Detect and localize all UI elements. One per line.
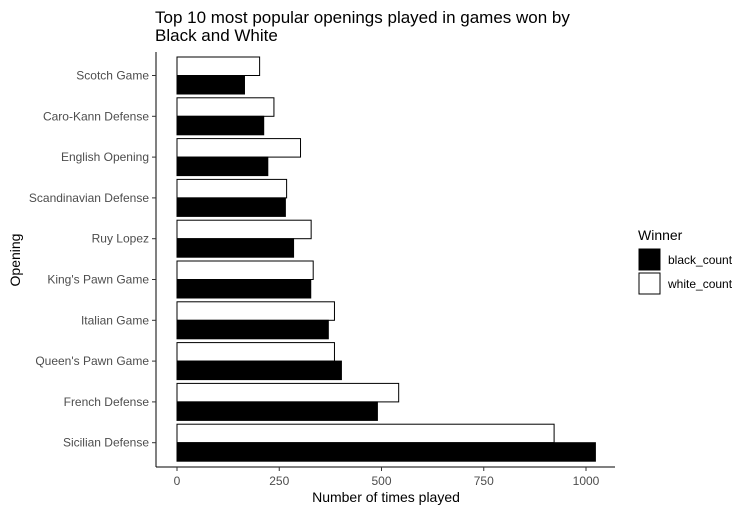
y-tick-label: Scotch Game: [76, 69, 149, 83]
bar-white-count: [176, 97, 275, 117]
bar-white-count: [176, 342, 335, 362]
legend-key-black-count: [638, 248, 661, 271]
bar-white-count: [176, 301, 335, 321]
bar-black-count: [176, 279, 312, 299]
bar-black-count: [176, 401, 378, 421]
x-tick-label: 1000: [573, 474, 600, 488]
y-tick-label: King's Pawn Game: [47, 273, 149, 287]
bar-black-count: [176, 442, 596, 462]
y-tick-label: French Defense: [64, 395, 150, 409]
bar-black-count: [176, 75, 245, 95]
bar-black-count: [176, 238, 295, 258]
y-tick-label: Ruy Lopez: [92, 232, 149, 246]
plot-area: [176, 56, 596, 462]
y-tick-label: English Opening: [61, 150, 149, 164]
x-tick-label: 0: [174, 474, 181, 488]
bar-black-count: [176, 115, 265, 136]
x-axis-title: Number of times played: [312, 489, 460, 505]
y-tick-label: Caro-Kann Defense: [43, 109, 149, 123]
y-tick-label: Sicilian Defense: [63, 436, 149, 450]
bar-white-count: [176, 382, 400, 403]
bar-white-count: [176, 260, 314, 280]
x-tick-label: 250: [269, 474, 289, 488]
legend-label-black-count: black_count: [668, 253, 733, 267]
y-axis-title: Opening: [7, 234, 23, 287]
bar-white-count: [176, 423, 555, 444]
bar-black-count: [176, 197, 286, 217]
bar-white-count: [176, 219, 312, 240]
bar-black-count: [176, 319, 329, 340]
x-tick-label: 750: [474, 474, 494, 488]
x-tick-label: 500: [371, 474, 391, 488]
legend-key-white-count: [638, 272, 661, 295]
bar-black-count: [176, 360, 342, 381]
legend-title: Winner: [638, 227, 683, 243]
y-tick-label: Scandinavian Defense: [29, 191, 149, 205]
chart-title-line-2: Black and White: [155, 26, 278, 45]
bar-white-count: [176, 178, 288, 199]
bar-white-count: [176, 138, 302, 158]
bar-white-count: [176, 56, 261, 76]
legend: Winner black_count white_count: [638, 227, 733, 295]
chart-title-line-1: Top 10 most popular openings played in g…: [155, 8, 570, 27]
bar-black-count: [176, 156, 269, 177]
legend-label-white-count: white_count: [667, 277, 733, 291]
y-tick-label: Italian Game: [81, 313, 149, 327]
y-tick-label: Queen's Pawn Game: [35, 354, 149, 368]
